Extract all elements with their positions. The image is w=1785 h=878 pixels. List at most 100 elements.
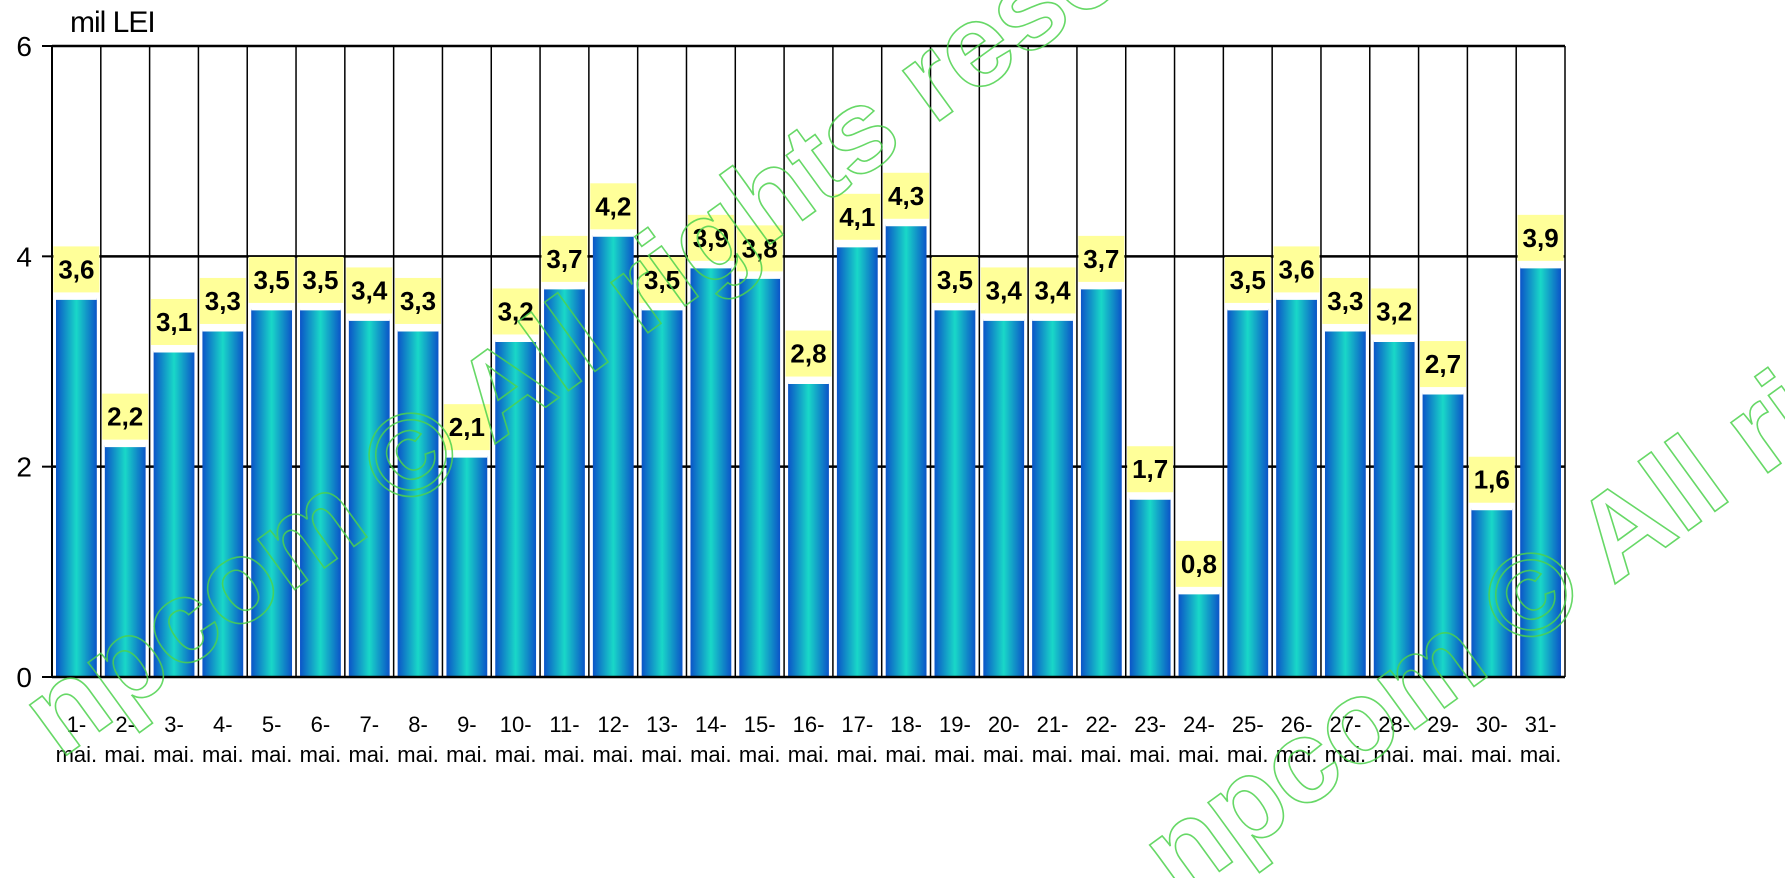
bar [1227,308,1269,677]
data-label-background [199,277,246,324]
bar [739,277,781,677]
data-label-background [1371,288,1418,335]
data-label: 3,3 [205,286,241,316]
x-tick-label: 27-mai. [1325,712,1367,767]
bar [1129,498,1171,677]
data-label-background [53,246,100,293]
data-label: 3,5 [644,265,680,295]
data-label: 2,1 [449,412,485,442]
data-label: 0,8 [1181,549,1217,579]
data-label: 4,2 [595,191,631,221]
bar [1520,266,1561,677]
x-tick-label: 13-mai. [641,712,683,767]
axis-layer: 0 2 4 6 1-mai.2-mai.3-mai.4-mai.5-mai.6-mai.… [16,31,1565,767]
x-tick-label: 26-mai. [1276,712,1318,767]
bar [983,319,1025,677]
data-label-background [541,235,588,282]
y-tick-label: 4 [16,241,32,272]
x-tick-label: 2-mai. [104,712,146,767]
data-label-background [346,267,393,314]
bar [104,445,146,677]
data-label-background [395,277,442,324]
x-tick-label: 17-mai. [837,712,879,767]
data-label: 3,9 [1523,223,1559,253]
bar [1471,508,1513,677]
x-tick-label: 7-mai. [348,712,390,767]
data-label-background [1078,235,1125,282]
data-label: 3,8 [742,233,778,263]
bar [544,287,585,677]
bar [153,350,195,677]
x-tick-label: 11-mai. [544,712,586,767]
data-label-background [1322,277,1369,324]
data-label-background [1127,446,1174,493]
data-label: 3,5 [302,265,338,295]
data-label: 3,2 [1376,296,1412,326]
bar [934,308,976,677]
data-label-background [834,193,881,240]
data-label-background [1029,267,1076,314]
data-label-background [639,256,686,303]
bar [397,329,439,677]
data-label-background [1224,256,1271,303]
bar [690,266,732,677]
data-label: 3,5 [1230,265,1266,295]
bar [300,308,341,677]
data-label: 3,3 [1327,286,1363,316]
bar [1032,319,1073,677]
data-label: 4,1 [839,202,875,232]
x-tick-label: 29-mai. [1422,712,1464,767]
x-tick-label: 19-mai. [934,712,976,767]
data-label: 1,6 [1474,465,1510,495]
data-label-background [1175,540,1222,587]
data-label-background [443,404,490,451]
data-label-background [687,214,734,261]
data-label: 3,3 [400,286,436,316]
bar [56,298,97,677]
data-label: 3,4 [351,275,388,305]
x-tick-label: 1-mai. [56,712,98,767]
x-tick-label: 12-mai. [592,712,634,767]
y-tick-label: 2 [16,452,32,483]
data-label: 3,4 [986,275,1023,305]
data-label-background [1468,456,1515,503]
grid-layer [52,44,1566,677]
x-tick-label: 21-mai. [1032,712,1074,767]
data-label: 3,5 [937,265,973,295]
bar [1178,592,1220,677]
x-tick-label: 24-mai. [1178,712,1220,767]
data-label: 3,2 [498,296,534,326]
bars-layer [56,223,1561,678]
data-label: 3,7 [546,244,582,274]
y-tick-label: 6 [16,31,32,62]
y-unit-label: mil LEI [70,6,156,39]
bar [641,308,683,677]
data-label: 2,8 [790,339,826,369]
x-tick-label: 16-mai. [788,712,830,767]
x-tick-label: 14-mai. [690,712,732,767]
data-label-background [1419,341,1466,388]
bar [348,319,390,677]
data-label: 2,7 [1425,349,1461,379]
data-label: 4,3 [888,181,924,211]
x-tick-label: 23-mai. [1129,712,1171,767]
data-labels-layer: 3,6 2,2 3,1 3,3 3,5 3,5 3,4 3,3 2,1 3,2 3,7 4,2 3,5 3… [53,172,1564,587]
y-tick-label: 0 [16,662,32,693]
bar [1080,287,1122,677]
x-tick-label: 6-mai. [300,712,342,767]
x-tick-label: 15-mai. [739,712,781,767]
data-label: 1,7 [1132,454,1168,484]
bar [202,329,244,677]
x-tick-label: 8-mai. [397,712,439,767]
bar [1422,393,1464,677]
bar [836,245,878,678]
x-tick-label: 30-mai. [1471,712,1513,767]
bar [495,340,537,677]
x-tick-label: 9-mai. [446,712,488,767]
data-label: 2,2 [107,402,143,432]
data-label-background [297,256,344,303]
bar [251,308,293,677]
x-tick-label: 22-mai. [1081,712,1123,767]
data-label-background [785,330,832,377]
